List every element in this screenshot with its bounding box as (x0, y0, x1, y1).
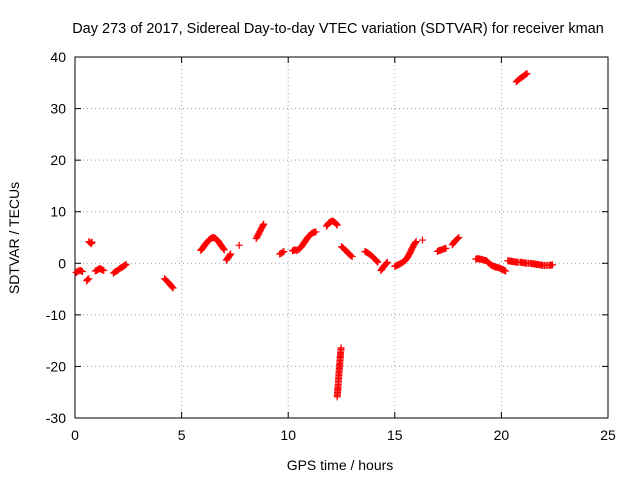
data-point (412, 238, 420, 246)
x-tick-label: 5 (178, 427, 186, 443)
x-axis-title: GPS time / hours (287, 457, 394, 473)
x-tick-label: 25 (600, 427, 616, 443)
data-point (168, 283, 176, 291)
data-point (383, 258, 391, 266)
data-point (382, 260, 390, 268)
data-point (279, 248, 287, 256)
x-tick-label: 10 (280, 427, 296, 443)
chart-title: Day 273 of 2017, Sidereal Day-to-day VTE… (72, 21, 604, 37)
data-point (374, 258, 382, 266)
data-point (337, 344, 345, 352)
x-tick-label: 20 (494, 427, 510, 443)
data-point (100, 267, 108, 275)
data-point (169, 284, 177, 292)
y-tick-label: -10 (46, 307, 66, 323)
data-point (419, 236, 427, 244)
y-tick-label: 40 (50, 49, 66, 65)
data-points (72, 70, 557, 401)
data-point (312, 228, 320, 236)
y-tick-label: -20 (46, 358, 66, 374)
axis-ticks: 0 5 10 15 20 25 -30 -20 -10 0 10 20 30 40 (46, 49, 616, 443)
data-point (373, 257, 381, 265)
data-point (383, 259, 391, 267)
y-axis-title: SDTVAR / TECUs (6, 182, 22, 294)
data-point (168, 282, 176, 290)
data-point (226, 251, 234, 259)
data-point (455, 234, 463, 241)
data-point (333, 221, 341, 229)
y-tick-label: -30 (46, 410, 66, 426)
data-point (454, 235, 462, 243)
data-point (332, 219, 340, 227)
data-point (523, 70, 531, 78)
data-point (348, 253, 356, 261)
data-point (220, 245, 228, 253)
data-point (78, 268, 86, 276)
data-point (227, 250, 235, 258)
data-point (260, 220, 268, 228)
y-tick-label: 20 (50, 152, 66, 168)
data-point (122, 260, 130, 268)
data-point (549, 261, 557, 269)
data-point (235, 241, 243, 249)
y-tick-label: 30 (50, 101, 66, 117)
plot-area-border (74, 56, 609, 419)
data-point (522, 70, 530, 78)
data-point (85, 275, 93, 283)
data-point (88, 238, 96, 246)
data-point (121, 261, 129, 269)
grid-lines (75, 57, 608, 418)
y-tick-label: 0 (58, 255, 66, 271)
data-point (502, 267, 510, 275)
data-point (333, 220, 341, 228)
data-point (411, 239, 419, 247)
y-tick-label: 10 (50, 204, 66, 220)
data-point (372, 257, 380, 265)
data-point (442, 244, 450, 252)
data-point (347, 252, 355, 260)
x-tick-label: 15 (387, 427, 403, 443)
data-point (220, 246, 228, 254)
x-tick-label: 0 (71, 427, 79, 443)
data-point (280, 247, 288, 255)
